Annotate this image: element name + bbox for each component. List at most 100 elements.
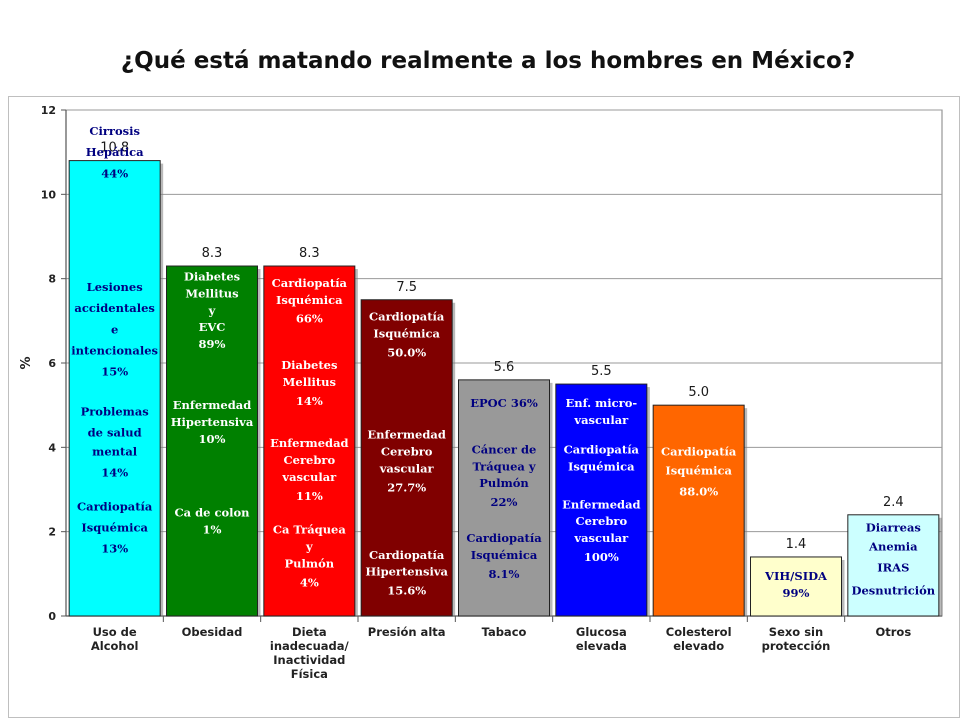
bar-annotation: Problemas bbox=[81, 404, 149, 418]
bar-annotation: Cardiopatía bbox=[564, 442, 640, 456]
bar-annotation: 4% bbox=[300, 575, 319, 589]
bar-annotation: vascular bbox=[573, 531, 629, 545]
bar-annotation: 66% bbox=[296, 312, 323, 326]
data-label: 5.6 bbox=[494, 360, 515, 375]
x-tick-label: Física bbox=[291, 667, 328, 681]
bar-annotation: Enfermedad bbox=[270, 436, 348, 450]
bar-annotation: Cardiopatía bbox=[77, 499, 153, 513]
x-tick-label: Inactividad bbox=[273, 653, 345, 667]
bar-annotation: Cardiopatía bbox=[369, 548, 445, 562]
x-tick-label: inadecuada/ bbox=[270, 639, 350, 653]
bar-annotation: de salud bbox=[88, 426, 142, 440]
bar-annotation: y bbox=[305, 539, 313, 553]
bar-annotation: Cardiopatía bbox=[661, 445, 737, 459]
bar-annotation: Enfermedad bbox=[562, 497, 640, 511]
bar-annotation: Isquémica bbox=[665, 464, 732, 478]
bar-annotation: Tráquea y bbox=[472, 459, 535, 473]
data-label: 8.3 bbox=[299, 246, 320, 261]
bar-annotation: 8.1% bbox=[489, 567, 520, 581]
x-tick-label: Presión alta bbox=[368, 625, 446, 639]
y-tick-label: 0 bbox=[48, 610, 56, 623]
y-tick-label: 4 bbox=[48, 441, 56, 454]
x-tick-label: elevado bbox=[673, 639, 724, 653]
bar-annotation: Mellitus bbox=[283, 375, 336, 389]
bar-annotation: Pulmón bbox=[285, 556, 335, 570]
bar-annotation: 10% bbox=[199, 432, 226, 446]
x-tick-label: elevada bbox=[576, 639, 627, 653]
bar-annotation: Diabetes bbox=[184, 270, 240, 284]
bar-annotation: 100% bbox=[584, 550, 619, 564]
bar-annotation: Isquémica bbox=[81, 520, 148, 534]
bar-annotation: Cardiopatía bbox=[466, 531, 542, 545]
bar-annotation: 27.7% bbox=[387, 480, 426, 494]
bar-annotation: intencionales bbox=[71, 343, 158, 357]
bar bbox=[652, 404, 745, 617]
bar-annotation: accidentales bbox=[74, 301, 154, 315]
x-tick-label: Alcohol bbox=[91, 639, 139, 653]
bar-annotation: Enf. micro- bbox=[565, 396, 637, 410]
bar-annotation: Cerebro bbox=[284, 453, 336, 467]
bar-annotation: Diabetes bbox=[281, 358, 337, 372]
bar-annotation: 15% bbox=[101, 364, 128, 378]
x-tick-label: Tabaco bbox=[482, 625, 527, 639]
bar bbox=[263, 265, 356, 617]
bar bbox=[458, 379, 550, 617]
bar-annotation: 15.6% bbox=[387, 584, 426, 598]
bar-annotation: Desnutrición bbox=[852, 584, 936, 598]
bar-annotation: 99% bbox=[783, 586, 810, 600]
bar-annotation: Cirrosis bbox=[89, 124, 140, 138]
bar-annotation: 14% bbox=[296, 394, 323, 408]
page-title: ¿Qué está matando realmente a los hombre… bbox=[120, 48, 856, 74]
bar-annotation: 88.0% bbox=[679, 485, 718, 499]
data-label: 8.3 bbox=[202, 246, 223, 261]
bar-annotation: mental bbox=[92, 445, 138, 459]
bar-annotation: 89% bbox=[199, 337, 226, 351]
bar-annotation: 11% bbox=[296, 489, 323, 503]
bar-annotation: Pulmón bbox=[479, 476, 529, 490]
bar-annotation: Hipertensiva bbox=[365, 565, 448, 579]
bar-annotation: Cerebro bbox=[576, 514, 628, 528]
bar-annotation: Isquémica bbox=[471, 548, 538, 562]
bar-annotation: Cardiopatía bbox=[369, 310, 445, 324]
x-tick-label: Sexo sin bbox=[769, 625, 823, 639]
y-tick-label: 10 bbox=[41, 188, 57, 201]
y-tick-label: 2 bbox=[48, 526, 56, 539]
bar-annotation: 50.0% bbox=[387, 345, 426, 359]
bar-annotation: 14% bbox=[101, 466, 128, 480]
y-tick-label: 8 bbox=[48, 273, 56, 286]
bar-annotation: Isquémica bbox=[276, 293, 343, 307]
data-label: 5.0 bbox=[688, 385, 709, 400]
data-label: 5.5 bbox=[591, 364, 612, 379]
bar-annotation: Enfermedad bbox=[173, 398, 251, 412]
x-tick-label: Colesterol bbox=[666, 625, 732, 639]
data-label: 10.8 bbox=[100, 141, 129, 156]
x-tick-label: Dieta bbox=[292, 625, 327, 639]
bar-annotation: Diarreas bbox=[866, 520, 921, 534]
x-tick-label: Otros bbox=[875, 625, 911, 639]
bar-annotation: VIH/SIDA bbox=[764, 569, 828, 583]
bar-annotation: 13% bbox=[101, 542, 128, 556]
bar-annotation: IRAS bbox=[877, 561, 909, 575]
bar-annotation: Ca de colon bbox=[174, 506, 250, 520]
bar-annotation: vascular bbox=[379, 461, 435, 475]
y-tick-label: 12 bbox=[41, 104, 56, 117]
bar-annotation: Hipertensiva bbox=[171, 415, 254, 429]
bar-annotation: Isquémica bbox=[568, 459, 635, 473]
bar-annotation: Ca Tráquea bbox=[273, 523, 347, 537]
bar-annotation: 22% bbox=[491, 495, 518, 509]
data-label: 2.4 bbox=[883, 495, 904, 510]
bar-annotation: Mellitus bbox=[185, 286, 238, 300]
x-tick-label: Obesidad bbox=[182, 625, 243, 639]
bar bbox=[750, 556, 842, 617]
bar bbox=[360, 299, 453, 617]
bar-annotation: 44% bbox=[101, 166, 128, 180]
bar-annotation: Isquémica bbox=[373, 326, 440, 340]
bar bbox=[847, 514, 940, 617]
bar-annotation: Cardiopatía bbox=[272, 276, 348, 290]
bar-annotation: Lesiones bbox=[87, 280, 143, 294]
bar-annotation: vascular bbox=[573, 413, 629, 427]
x-tick-label: Glucosa bbox=[576, 625, 627, 639]
x-tick-label: protección bbox=[762, 639, 831, 653]
bar-annotation: Cáncer de bbox=[472, 442, 537, 456]
